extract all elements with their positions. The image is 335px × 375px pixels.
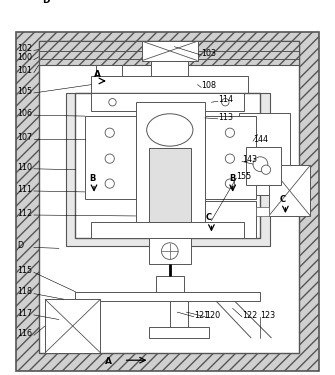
Bar: [156, 276, 184, 296]
Bar: [149, 327, 209, 338]
Circle shape: [105, 128, 114, 137]
Bar: [66, 93, 270, 246]
Text: 108: 108: [201, 81, 216, 90]
Bar: [39, 41, 299, 353]
Text: 106: 106: [17, 109, 32, 118]
Text: D: D: [42, 0, 50, 5]
Text: 112: 112: [17, 209, 32, 218]
Text: 144: 144: [253, 135, 268, 144]
Bar: [75, 292, 260, 301]
Text: 118: 118: [17, 287, 32, 296]
Text: 111: 111: [17, 185, 32, 194]
Circle shape: [109, 99, 116, 106]
Text: C: C: [206, 213, 212, 222]
Text: 121: 121: [194, 310, 209, 320]
Text: 114: 114: [218, 95, 233, 104]
Text: 103: 103: [201, 49, 216, 58]
Text: A: A: [105, 357, 112, 366]
Text: 110: 110: [17, 163, 32, 172]
Bar: [256, 207, 269, 216]
Text: B: B: [89, 174, 96, 183]
Circle shape: [105, 154, 114, 163]
Bar: [205, 116, 256, 200]
Text: 143: 143: [242, 155, 257, 164]
Circle shape: [161, 243, 178, 260]
Bar: [149, 238, 191, 264]
Circle shape: [225, 128, 234, 137]
Ellipse shape: [147, 114, 193, 146]
Text: 101: 101: [17, 66, 32, 75]
Text: 113: 113: [218, 112, 233, 122]
Circle shape: [105, 179, 114, 188]
Bar: [85, 116, 136, 200]
Text: 115: 115: [17, 266, 32, 275]
Bar: [151, 61, 188, 76]
Bar: [75, 93, 260, 238]
Bar: [91, 93, 244, 111]
Circle shape: [221, 99, 229, 106]
Text: 100: 100: [17, 54, 32, 63]
Text: 117: 117: [17, 309, 32, 318]
Polygon shape: [142, 41, 198, 61]
Text: 105: 105: [17, 87, 32, 96]
Bar: [239, 113, 290, 195]
Text: 122: 122: [242, 310, 257, 320]
Text: 120: 120: [205, 310, 220, 320]
Bar: [91, 76, 249, 93]
Bar: [246, 147, 281, 186]
Text: 155: 155: [237, 172, 252, 181]
Text: 102: 102: [17, 44, 32, 53]
Text: C: C: [280, 195, 286, 204]
Bar: [45, 299, 100, 353]
Text: 123: 123: [260, 310, 276, 320]
Text: A: A: [94, 70, 101, 79]
Bar: [170, 301, 188, 329]
Bar: [91, 222, 244, 238]
Bar: [205, 201, 256, 238]
Bar: [269, 165, 310, 216]
Circle shape: [225, 179, 234, 188]
Circle shape: [253, 157, 268, 172]
Bar: [149, 148, 191, 222]
Text: D: D: [17, 241, 23, 250]
Circle shape: [261, 165, 271, 174]
Bar: [136, 102, 205, 232]
Circle shape: [225, 154, 234, 163]
Bar: [96, 65, 122, 76]
Text: 116: 116: [17, 329, 32, 338]
Text: B: B: [229, 174, 236, 183]
Text: 107: 107: [17, 133, 32, 142]
Bar: [39, 41, 299, 65]
